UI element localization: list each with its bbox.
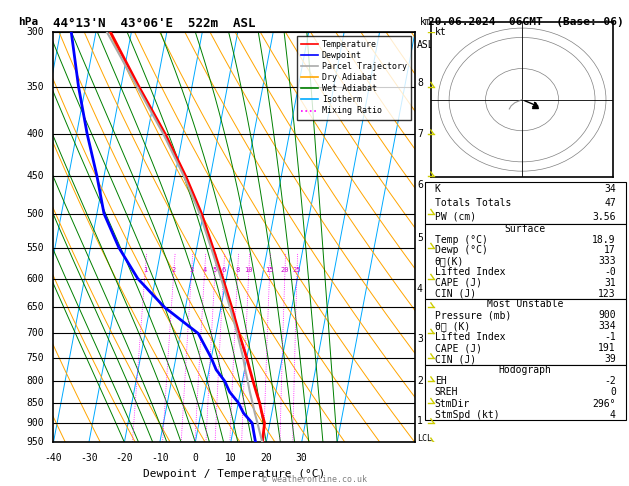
Text: Surface: Surface <box>504 224 546 234</box>
Text: 17: 17 <box>604 245 616 256</box>
Text: Most Unstable: Most Unstable <box>487 299 564 310</box>
Text: Hodograph: Hodograph <box>499 365 552 375</box>
Text: 900: 900 <box>27 418 45 428</box>
Text: 1: 1 <box>417 416 423 426</box>
Text: -1: -1 <box>604 332 616 342</box>
Text: Dewp (°C): Dewp (°C) <box>435 245 487 256</box>
Text: hPa: hPa <box>18 17 38 28</box>
Text: K: K <box>435 184 440 194</box>
Text: Pressure (mb): Pressure (mb) <box>435 310 511 320</box>
Text: PW (cm): PW (cm) <box>435 212 476 222</box>
Text: -2: -2 <box>604 376 616 386</box>
Text: 4: 4 <box>203 266 207 273</box>
Text: 550: 550 <box>27 243 45 253</box>
Text: StmSpd (kt): StmSpd (kt) <box>435 410 499 420</box>
Text: 4: 4 <box>417 284 423 294</box>
Text: 400: 400 <box>27 129 45 139</box>
Text: 7: 7 <box>417 129 423 139</box>
Text: 800: 800 <box>27 376 45 386</box>
Text: StmDir: StmDir <box>435 399 470 409</box>
Text: 20: 20 <box>260 452 272 463</box>
Text: Lifted Index: Lifted Index <box>435 267 505 277</box>
Text: EH: EH <box>435 376 447 386</box>
Text: 44°13'N  43°06'E  522m  ASL: 44°13'N 43°06'E 522m ASL <box>53 17 256 31</box>
Text: 2: 2 <box>172 266 176 273</box>
Text: -0: -0 <box>604 267 616 277</box>
Text: Temp (°C): Temp (°C) <box>435 235 487 245</box>
Text: 123: 123 <box>598 289 616 298</box>
Text: LCL: LCL <box>417 434 432 443</box>
Text: 3.56: 3.56 <box>593 212 616 222</box>
Text: 5: 5 <box>213 266 217 273</box>
Text: 750: 750 <box>27 353 45 363</box>
Text: 950: 950 <box>27 437 45 447</box>
Text: 34: 34 <box>604 184 616 194</box>
Text: CAPE (J): CAPE (J) <box>435 278 482 288</box>
Text: 700: 700 <box>27 329 45 338</box>
Text: 0: 0 <box>610 387 616 398</box>
Text: -20: -20 <box>116 452 133 463</box>
Text: 334: 334 <box>598 321 616 331</box>
Legend: Temperature, Dewpoint, Parcel Trajectory, Dry Adiabat, Wet Adiabat, Isotherm, Mi: Temperature, Dewpoint, Parcel Trajectory… <box>297 36 411 120</box>
Text: 6: 6 <box>417 180 423 191</box>
Text: 25: 25 <box>292 266 301 273</box>
Text: θᴄ (K): θᴄ (K) <box>435 321 470 331</box>
Text: 450: 450 <box>27 171 45 181</box>
Text: 0: 0 <box>192 452 198 463</box>
Text: 191: 191 <box>598 343 616 353</box>
Text: -10: -10 <box>151 452 169 463</box>
Text: Totals Totals: Totals Totals <box>435 198 511 208</box>
Text: Mixing Ratio (g/kg): Mixing Ratio (g/kg) <box>447 181 456 293</box>
Text: 850: 850 <box>27 398 45 408</box>
Text: ASL: ASL <box>417 40 435 50</box>
Text: 10: 10 <box>245 266 253 273</box>
Text: 350: 350 <box>27 82 45 91</box>
Text: 5: 5 <box>417 233 423 243</box>
Text: 47: 47 <box>604 198 616 208</box>
Text: 20.06.2024  06GMT  (Base: 06): 20.06.2024 06GMT (Base: 06) <box>428 17 623 27</box>
Text: 4: 4 <box>610 410 616 420</box>
Text: θᴄ(K): θᴄ(K) <box>435 256 464 266</box>
Text: km: km <box>420 17 432 28</box>
Text: Lifted Index: Lifted Index <box>435 332 505 342</box>
Text: 6: 6 <box>221 266 226 273</box>
Text: 650: 650 <box>27 302 45 312</box>
Text: 3: 3 <box>189 266 194 273</box>
Text: CAPE (J): CAPE (J) <box>435 343 482 353</box>
Text: SREH: SREH <box>435 387 458 398</box>
Text: -30: -30 <box>80 452 97 463</box>
Text: CIN (J): CIN (J) <box>435 354 476 364</box>
Text: 333: 333 <box>598 256 616 266</box>
Text: 30: 30 <box>296 452 308 463</box>
Text: 39: 39 <box>604 354 616 364</box>
Text: 10: 10 <box>225 452 237 463</box>
Text: 15: 15 <box>265 266 274 273</box>
Text: CIN (J): CIN (J) <box>435 289 476 298</box>
Text: 1: 1 <box>143 266 147 273</box>
Text: © weatheronline.co.uk: © weatheronline.co.uk <box>262 474 367 484</box>
Text: -40: -40 <box>45 452 62 463</box>
Text: 500: 500 <box>27 208 45 219</box>
Text: Dewpoint / Temperature (°C): Dewpoint / Temperature (°C) <box>143 469 325 479</box>
Text: 18.9: 18.9 <box>593 235 616 245</box>
Text: 31: 31 <box>604 278 616 288</box>
Text: 20: 20 <box>281 266 289 273</box>
Text: 600: 600 <box>27 274 45 283</box>
Text: 300: 300 <box>27 27 45 36</box>
Text: 900: 900 <box>598 310 616 320</box>
Text: 8: 8 <box>417 78 423 88</box>
Text: kt: kt <box>435 27 446 36</box>
Text: 2: 2 <box>417 376 423 386</box>
Text: 296°: 296° <box>593 399 616 409</box>
Text: 8: 8 <box>235 266 240 273</box>
Text: 3: 3 <box>417 333 423 344</box>
